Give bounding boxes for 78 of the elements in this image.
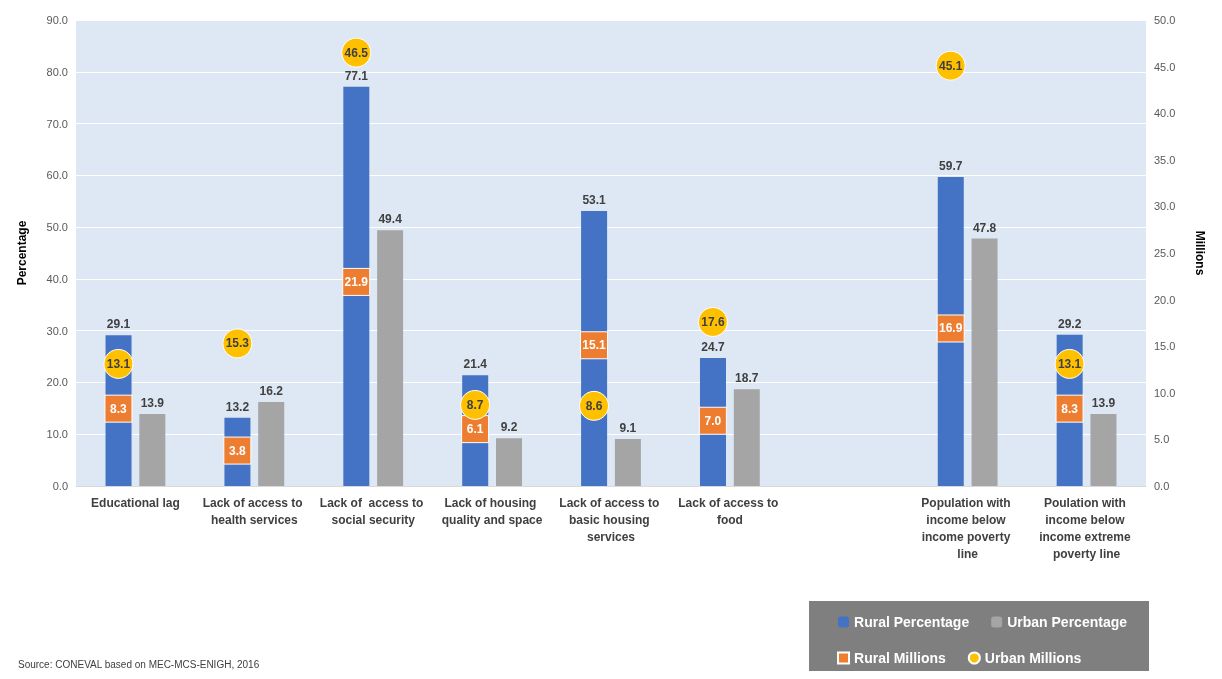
y2-tick-label: 0.0 xyxy=(1154,480,1170,492)
bar xyxy=(258,402,285,486)
data-label: 16.9 xyxy=(938,321,963,336)
data-label: 15.1 xyxy=(582,338,606,353)
data-label: 8.7 xyxy=(466,397,484,412)
bar xyxy=(971,238,998,486)
y-tick-label: 60.0 xyxy=(46,169,68,182)
y-tick-label: 0.0 xyxy=(52,480,68,492)
data-label: 6.1 xyxy=(466,422,484,437)
y2-tick-label: 40.0 xyxy=(1154,107,1176,120)
y-tick-label: 20.0 xyxy=(46,376,68,389)
y2-tick-label: 30.0 xyxy=(1154,200,1176,213)
data-label: 9.1 xyxy=(619,420,637,435)
bar xyxy=(377,230,404,486)
data-label: 3.8 xyxy=(228,443,246,458)
data-label: 46.5 xyxy=(344,45,369,60)
bar xyxy=(937,176,964,486)
y-tick-label: 40.0 xyxy=(46,272,68,285)
legend-label: Rural Percentage xyxy=(854,614,970,630)
y-tick-label: 90.0 xyxy=(46,14,68,26)
data-label: 15.3 xyxy=(225,336,250,351)
data-label: 9.2 xyxy=(500,420,518,435)
y-tick-label: 70.0 xyxy=(46,117,68,130)
y2-tick-label: 25.0 xyxy=(1154,247,1176,259)
data-label: 8.6 xyxy=(585,398,603,413)
y2-tick-label: 15.0 xyxy=(1154,340,1176,353)
data-label: 7.0 xyxy=(704,413,722,428)
y-axis-title: Percentage xyxy=(15,220,29,286)
data-label: 45.1 xyxy=(938,58,963,73)
y-tick-label: 30.0 xyxy=(46,324,68,337)
data-label: 29.2 xyxy=(1057,316,1082,331)
x-tick-label: Lack of access to social security xyxy=(319,495,427,527)
data-label: 21.9 xyxy=(344,274,369,289)
y2-tick-label: 10.0 xyxy=(1154,386,1176,399)
data-label: 13.2 xyxy=(225,399,250,414)
legend-label: Urban Percentage xyxy=(1007,614,1128,630)
data-label: 29.1 xyxy=(106,317,131,332)
source-note: Source: CONEVAL based on MEC-MCS-ENIGH, 2016 xyxy=(18,658,260,670)
data-label: 8.3 xyxy=(1061,401,1079,416)
bar xyxy=(343,86,370,486)
y-tick-label: 80.0 xyxy=(46,65,68,78)
bar xyxy=(614,438,641,486)
data-label: 13.1 xyxy=(1057,356,1082,371)
bar xyxy=(1090,414,1117,486)
data-label: 24.7 xyxy=(701,340,725,355)
data-label: 18.7 xyxy=(735,371,759,386)
y2-tick-label: 45.0 xyxy=(1154,60,1176,73)
x-tick-label: Educational lag xyxy=(91,495,180,510)
x-tick-label: Lack of access to basic housing services xyxy=(559,495,663,544)
y-tick-label: 50.0 xyxy=(46,221,68,234)
data-label: 47.8 xyxy=(972,220,997,235)
legend-label: Urban Millions xyxy=(984,650,1082,666)
bar xyxy=(496,438,523,486)
y2-tick-label: 5.0 xyxy=(1154,433,1170,446)
x-tick-label: Lack of housing quality and space xyxy=(441,495,543,527)
y2-tick-label: 35.0 xyxy=(1154,153,1176,166)
data-label: 21.4 xyxy=(463,357,488,372)
y-tick-label: 10.0 xyxy=(46,428,68,441)
data-label: 17.6 xyxy=(701,314,725,329)
legend-label: Rural Millions xyxy=(854,650,947,666)
data-label: 53.1 xyxy=(582,193,607,208)
bar xyxy=(733,389,760,486)
data-label: 16.2 xyxy=(259,384,284,399)
data-label: 59.7 xyxy=(939,158,963,173)
data-label: 49.4 xyxy=(378,212,403,227)
data-label: 13.9 xyxy=(1091,396,1116,411)
x-tick-label: Poulation with income below income extreme poverty line xyxy=(1039,495,1134,561)
x-tick-label: Lack of access to food xyxy=(678,495,782,527)
data-label: 13.1 xyxy=(106,356,131,371)
data-label: 8.3 xyxy=(110,401,128,416)
data-label: 13.9 xyxy=(140,396,165,411)
x-tick-label: Lack of access to health services xyxy=(202,495,307,527)
bar xyxy=(139,414,166,486)
data-label: 77.1 xyxy=(344,68,369,83)
y2-tick-label: 20.0 xyxy=(1154,293,1176,306)
y2-tick-label: 50.0 xyxy=(1154,14,1176,26)
x-tick-label: Population with income below income poverty line xyxy=(921,495,1014,561)
y2-axis-title: Millions xyxy=(1193,230,1207,276)
